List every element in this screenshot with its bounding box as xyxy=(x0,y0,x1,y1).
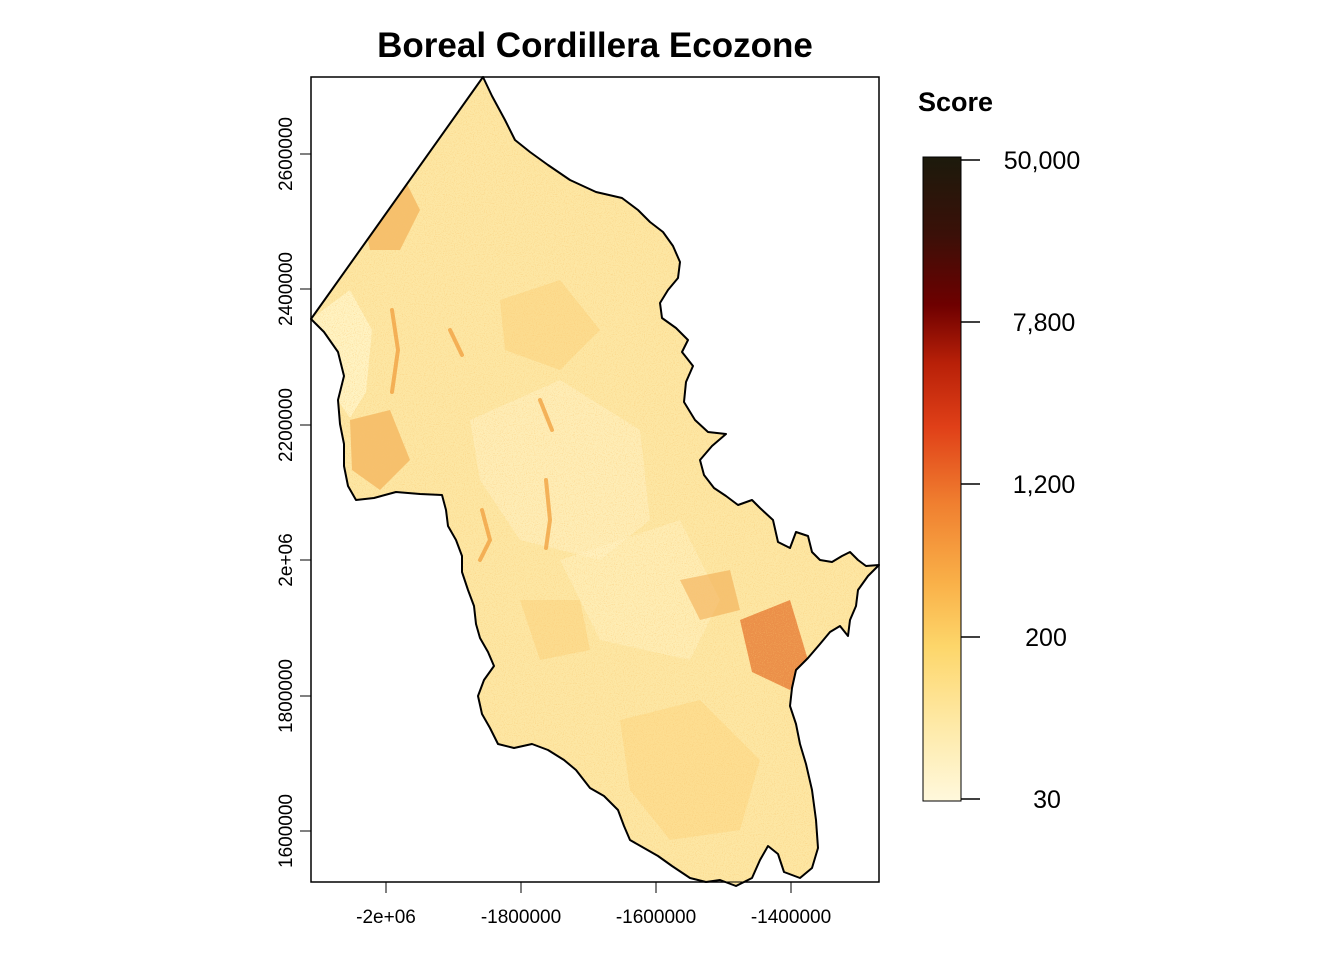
y-axis: 2600000 2400000 2200000 2e+06 1800000 16… xyxy=(276,117,312,868)
legend-label: 200 xyxy=(1025,624,1067,652)
x-tick-label: -2e+06 xyxy=(356,907,416,928)
x-axis: -2e+06 -1800000 -1600000 -1400000 xyxy=(356,881,831,928)
y-tick-label: 1600000 xyxy=(276,794,297,868)
y-tick-label: 2400000 xyxy=(276,252,297,326)
legend-label: 7,800 xyxy=(1013,309,1076,337)
ecozone-boundary xyxy=(310,76,880,887)
x-tick-label: -1400000 xyxy=(751,907,831,928)
score-speckle xyxy=(311,77,879,886)
y-tick-label: 1800000 xyxy=(276,659,297,733)
legend-title: Score xyxy=(918,87,993,117)
y-tick-label: 2600000 xyxy=(276,117,297,191)
y-tick-label: 2e+06 xyxy=(276,533,297,586)
legend-label: 50,000 xyxy=(1004,147,1080,175)
legend-label: 30 xyxy=(1033,786,1061,814)
map-title: Boreal Cordillera Ecozone xyxy=(377,26,813,65)
x-tick-label: -1600000 xyxy=(616,907,696,928)
legend-colorbar xyxy=(922,156,962,802)
y-tick-label: 2200000 xyxy=(276,388,297,462)
legend-label: 1,200 xyxy=(1013,471,1076,499)
x-tick-label: -1800000 xyxy=(481,907,561,928)
score-legend: Score 50,000 7,800 1,200 200 30 xyxy=(918,87,1080,814)
ecozone-region xyxy=(311,77,879,886)
